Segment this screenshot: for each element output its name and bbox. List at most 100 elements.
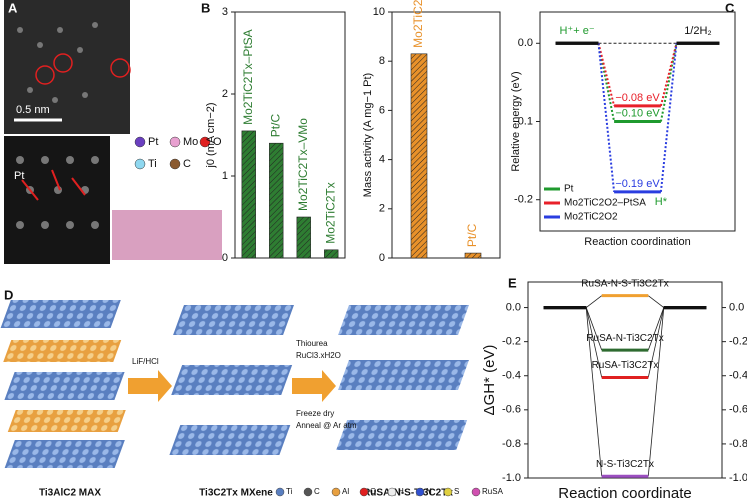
- step-label: Thiourea: [296, 339, 328, 348]
- legend-swatch: [387, 487, 397, 497]
- y-tick-label: 0.0: [518, 37, 533, 49]
- legend-swatch: [275, 487, 285, 497]
- connector: [585, 295, 602, 308]
- legend-label: Pt: [564, 184, 574, 195]
- legend-label: Mo2TiC2O2: [564, 212, 618, 223]
- connector: [647, 307, 665, 351]
- bar-label: Pt/C: [268, 114, 282, 138]
- bar-label: Mo2TiC2Tx: [323, 182, 337, 244]
- y-tick-label: -0.4: [502, 370, 521, 382]
- value-label: −0.10 eV: [615, 107, 660, 119]
- legend-label: Mo: [183, 136, 198, 148]
- legend-swatch: [169, 158, 181, 170]
- annotation: H⁺+ e⁻: [559, 25, 594, 37]
- level-label: RuSA-N-S-Ti3C2Tx: [581, 278, 668, 289]
- connector: [647, 307, 665, 378]
- legend-swatch: [303, 487, 313, 497]
- legend-label: H: [398, 487, 404, 496]
- y-tick-label: -1.0: [502, 472, 521, 484]
- plot-frame: [234, 11, 346, 259]
- connector: [659, 43, 678, 107]
- stem-image: [4, 0, 110, 134]
- step-label: LiF/HCl: [132, 357, 159, 366]
- structure-illustration: [0, 300, 469, 468]
- bar: [296, 216, 311, 259]
- legend-swatch: [169, 136, 181, 148]
- plot-frame: [391, 11, 501, 259]
- panel-label: D: [4, 287, 13, 302]
- level-label: N-S-Ti3C2Tx: [596, 459, 654, 470]
- y-tick-label: -0.2: [729, 336, 747, 348]
- bar: [269, 142, 284, 259]
- highlight-circles: [110, 58, 130, 78]
- y-tick-label: 0: [222, 252, 228, 264]
- y-tick-label: 10: [373, 6, 385, 18]
- plot-frame: [527, 281, 723, 479]
- legend-swatch: [331, 487, 341, 497]
- panel-label: C: [725, 0, 735, 15]
- connector: [585, 307, 603, 378]
- x-axis-label: Reaction coordinate: [558, 485, 691, 502]
- atom-label: Pt: [14, 170, 24, 182]
- y-axis-label: Mass activity (A mg−1 Pt): [362, 73, 374, 197]
- connector: [597, 43, 616, 107]
- legend-label: RuSA: [482, 487, 504, 496]
- y-tick-label: 1: [222, 170, 228, 182]
- panel-label: B: [201, 0, 210, 15]
- connector: [659, 43, 678, 192]
- bar: [464, 252, 482, 259]
- y-tick-label: 0: [379, 252, 385, 264]
- scale-label: 0.5 nm: [16, 104, 50, 116]
- y-axis-label: Relative energy (eV): [510, 71, 522, 171]
- legend-swatch: [359, 487, 369, 497]
- value-label: −0.19 eV: [615, 178, 660, 190]
- y-tick-label: -0.6: [729, 404, 747, 416]
- legend-swatch: [443, 487, 453, 497]
- y-tick-label: -0.4: [729, 370, 747, 382]
- y-tick-label: -0.6: [502, 404, 521, 416]
- annotation: H*: [655, 196, 668, 208]
- y-tick-label: 0.0: [729, 301, 744, 313]
- level-label: RuSA-N-Ti3C2Tx: [586, 333, 663, 344]
- y-tick-label: 4: [379, 154, 385, 166]
- atom-model: [112, 210, 222, 260]
- legend-label: C: [314, 487, 320, 496]
- stage-label: Ti3C2Tx MXene: [199, 488, 273, 499]
- legend-swatch: [415, 487, 425, 497]
- stage-label: RuSA-N-S-Ti3C2Tx: [363, 488, 453, 499]
- y-axis-label: ΔGH* (eV): [481, 345, 498, 416]
- y-tick-label: -0.8: [729, 438, 747, 450]
- legend-label: Ti: [286, 487, 293, 496]
- legend-label: S: [454, 487, 459, 496]
- connector: [585, 307, 603, 477]
- y-tick-label: -0.2: [502, 336, 521, 348]
- y-tick-label: -0.1: [514, 115, 533, 127]
- sim-image: [4, 136, 110, 264]
- legend-label: O: [370, 487, 376, 496]
- panel-label: E: [508, 275, 517, 290]
- annotation: 1/2H₂: [684, 25, 712, 37]
- arrows: [21, 169, 86, 201]
- y-tick-label: -0.2: [514, 194, 533, 206]
- connector: [585, 307, 603, 351]
- connector: [597, 43, 616, 122]
- legend-label: Mo2TiC2O2–PtSA: [564, 198, 646, 209]
- bar-label: Pt/C: [465, 223, 479, 247]
- connector: [648, 295, 665, 308]
- panel-label: A: [8, 0, 18, 15]
- y-tick-label: -0.8: [502, 438, 521, 450]
- legend-swatch: [134, 136, 146, 148]
- y-tick-label: 3: [222, 6, 228, 18]
- legend-label: Ti: [148, 158, 157, 170]
- bar: [410, 53, 428, 259]
- legend-swatch: [134, 158, 146, 170]
- step-label: RuCl3.xH2O: [296, 351, 341, 360]
- legend-swatch: [471, 487, 481, 497]
- bar: [241, 130, 256, 259]
- step-label: Freeze dry: [296, 409, 334, 418]
- stem-image: [110, 0, 130, 134]
- legend-label: Al: [342, 487, 349, 496]
- level-label: RuSA-Ti3C2Tx: [592, 360, 659, 371]
- bar-label: Mo2TiC2Tx–PtSA: [411, 0, 425, 48]
